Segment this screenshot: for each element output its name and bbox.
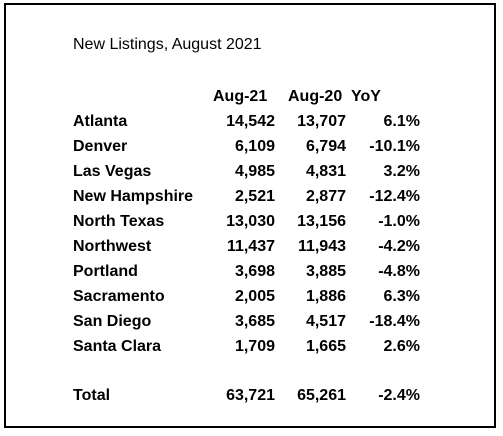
row-aug20: 13,707 xyxy=(297,113,346,130)
row-yoy: 2.6% xyxy=(383,338,420,355)
row-aug21: 3,698 xyxy=(234,263,275,280)
row-aug21: 2,005 xyxy=(234,288,275,305)
row-aug20: 6,794 xyxy=(305,138,346,155)
row-aug20: 11,943 xyxy=(297,238,346,255)
row-yoy: -1.0% xyxy=(378,213,420,230)
row-name: New Hampshire xyxy=(73,188,194,205)
row-name: San Diego xyxy=(73,313,152,330)
row-yoy: -10.1% xyxy=(369,138,420,155)
header-aug21: Aug-21 xyxy=(213,88,268,105)
row-name: Portland xyxy=(73,263,138,280)
row-name: North Texas xyxy=(73,213,165,230)
row-yoy: 6.3% xyxy=(383,288,420,305)
row-aug21: 11,437 xyxy=(226,238,275,255)
header-yoy: YoY xyxy=(351,88,381,105)
row-aug21: 4,985 xyxy=(234,163,275,180)
row-aug21: 13,030 xyxy=(226,213,275,230)
row-yoy: 6.1% xyxy=(383,113,420,130)
row-aug21: 3,685 xyxy=(234,313,275,330)
row-aug20: 2,877 xyxy=(305,188,346,205)
row-aug20: 4,831 xyxy=(305,163,346,180)
total-aug20: 65,261 xyxy=(297,387,346,404)
row-name: Atlanta xyxy=(73,113,128,130)
row-yoy: -4.2% xyxy=(378,238,420,255)
row-aug21: 1,709 xyxy=(234,338,275,355)
row-name: Las Vegas xyxy=(73,163,152,180)
row-name: Santa Clara xyxy=(73,338,162,355)
row-yoy: 3.2% xyxy=(383,163,420,180)
row-aug20: 1,886 xyxy=(305,288,346,305)
row-aug20: 13,156 xyxy=(297,213,346,230)
table-title: New Listings, August 2021 xyxy=(73,36,262,53)
row-aug21: 14,542 xyxy=(226,113,275,130)
header-aug20: Aug-20 xyxy=(288,88,343,105)
table-frame xyxy=(4,3,496,428)
row-yoy: -12.4% xyxy=(369,188,420,205)
row-name: Denver xyxy=(73,138,128,155)
row-aug20: 4,517 xyxy=(305,313,346,330)
total-aug21: 63,721 xyxy=(226,387,275,404)
row-aug21: 2,521 xyxy=(234,188,275,205)
total-label: Total xyxy=(73,387,111,404)
total-yoy: -2.4% xyxy=(378,387,420,404)
row-name: Northwest xyxy=(73,238,152,255)
row-name: Sacramento xyxy=(73,288,165,305)
row-yoy: -4.8% xyxy=(378,263,420,280)
row-aug21: 6,109 xyxy=(234,138,275,155)
row-aug20: 3,885 xyxy=(305,263,346,280)
row-yoy: -18.4% xyxy=(369,313,420,330)
row-aug20: 1,665 xyxy=(305,338,346,355)
